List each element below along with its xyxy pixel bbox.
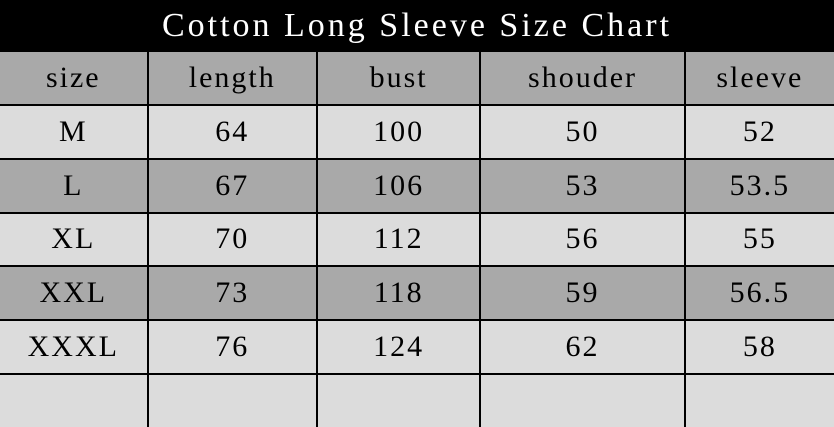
header-cell-bust: bust xyxy=(315,52,482,106)
cell-shouder: 50 xyxy=(479,103,686,160)
cell-shouder: 56 xyxy=(479,211,686,268)
cell-shouder: 62 xyxy=(479,319,686,376)
cell-sleeve: 55 xyxy=(683,211,834,268)
cell-shouder: 59 xyxy=(479,265,686,322)
cell-size xyxy=(0,373,149,427)
cell-size: M xyxy=(0,103,149,160)
table-row-l: L 67 106 53 53.5 xyxy=(0,157,834,214)
table-row-empty xyxy=(0,373,834,427)
cell-sleeve: 58 xyxy=(683,319,834,376)
cell-size: XXXL xyxy=(0,319,149,376)
cell-bust: 112 xyxy=(315,211,482,268)
header-cell-length: length xyxy=(146,52,318,106)
cell-shouder: 53 xyxy=(479,157,686,214)
cell-shouder xyxy=(479,373,686,427)
cell-length: 76 xyxy=(146,319,318,376)
cell-bust: 124 xyxy=(315,319,482,376)
cell-sleeve: 52 xyxy=(683,103,834,160)
cell-length: 67 xyxy=(146,157,318,214)
cell-bust: 118 xyxy=(315,265,482,322)
cell-sleeve: 56.5 xyxy=(683,265,834,322)
header-cell-size: size xyxy=(0,52,149,106)
cell-length: 70 xyxy=(146,211,318,268)
cell-size: L xyxy=(0,157,149,214)
header-cell-sleeve: sleeve xyxy=(683,52,834,106)
cell-length xyxy=(146,373,318,427)
header-cell-shouder: shouder xyxy=(479,52,686,106)
table-row-xl: XL 70 112 56 55 xyxy=(0,211,834,268)
header-row: size length bust shouder sleeve xyxy=(0,52,834,106)
cell-size: XL xyxy=(0,211,149,268)
table-row-xxxl: XXXL 76 124 62 58 xyxy=(0,319,834,376)
cell-bust xyxy=(315,373,482,427)
cell-sleeve xyxy=(683,373,834,427)
size-chart-table: size length bust shouder sleeve M 64 100… xyxy=(0,52,834,427)
cell-bust: 100 xyxy=(315,103,482,160)
table-row-m: M 64 100 50 52 xyxy=(0,103,834,160)
table-row-xxl: XXL 73 118 59 56.5 xyxy=(0,265,834,322)
cell-length: 64 xyxy=(146,103,318,160)
cell-bust: 106 xyxy=(315,157,482,214)
chart-title: Cotton Long Sleeve Size Chart xyxy=(0,0,834,52)
cell-length: 73 xyxy=(146,265,318,322)
cell-size: XXL xyxy=(0,265,149,322)
cell-sleeve: 53.5 xyxy=(683,157,834,214)
